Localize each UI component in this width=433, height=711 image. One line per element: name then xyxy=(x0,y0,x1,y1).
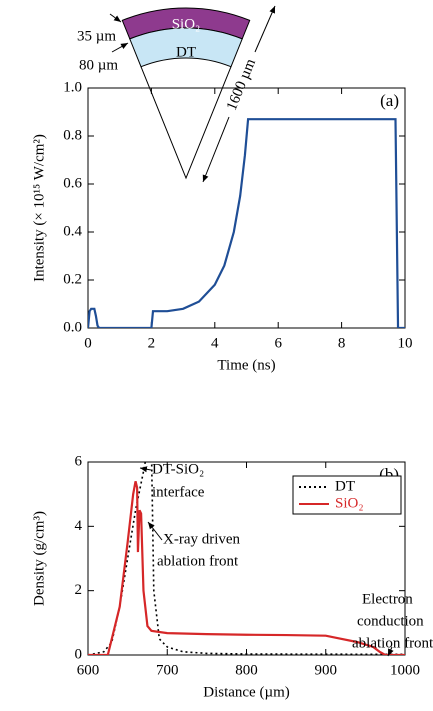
legend-label: SiO₂ xyxy=(335,495,364,511)
y-tick-label: 0 xyxy=(75,646,83,662)
y-tick-label: 0.8 xyxy=(63,127,82,143)
x-tick-label: 8 xyxy=(338,335,346,351)
y-axis-label: Density (g/cm³) xyxy=(31,511,47,606)
y-axis-label: Intensity (× 10¹⁵ W/cm²) xyxy=(31,134,47,282)
x-tick-label: 4 xyxy=(211,335,219,351)
inset-arrow xyxy=(111,42,129,53)
plot-frame xyxy=(87,87,406,329)
x-axis-label: Distance (µm) xyxy=(203,684,290,700)
annotation: X-ray driven xyxy=(163,531,241,547)
inset-label: DT xyxy=(176,44,196,60)
y-tick-label: 2 xyxy=(75,582,83,598)
y-tick-label: 0.6 xyxy=(63,175,82,191)
annotations: DT-SiO₂ interface X-ray driven ablation … xyxy=(139,461,433,657)
y-tick-label: 0.0 xyxy=(63,319,82,335)
annotation-arrow xyxy=(387,646,394,657)
x-tick-label: 700 xyxy=(156,662,179,678)
data-line xyxy=(88,481,405,655)
x-tick-label: 1000 xyxy=(390,662,420,678)
inset-arrow xyxy=(254,5,276,53)
x-tick-label: 0 xyxy=(84,335,92,351)
legend-box xyxy=(292,475,402,515)
wedge-outline xyxy=(140,66,232,180)
x-tick-label: 6 xyxy=(274,335,282,351)
x-tick-label: 800 xyxy=(235,662,258,678)
annotation-arrow xyxy=(147,521,163,541)
y-tick-label: 6 xyxy=(75,453,83,469)
y-tick-label: 4 xyxy=(75,518,83,534)
x-tick-label: 2 xyxy=(148,335,156,351)
x-tick-label: 900 xyxy=(315,662,338,678)
x-tick-label: 600 xyxy=(77,662,100,678)
y-tick-label: 0.4 xyxy=(63,223,82,239)
annotation: ablation front xyxy=(157,553,239,569)
inset-label: 35 µm xyxy=(77,28,116,44)
inset-label: SiO₂ xyxy=(172,16,201,32)
y-tick-label: 0.2 xyxy=(63,271,82,287)
panel-label: (a) xyxy=(380,91,399,110)
x-tick-label: 10 xyxy=(398,335,413,351)
dt-shell xyxy=(129,27,243,68)
y-tick-label: 1.0 xyxy=(63,79,82,95)
inset-arrow xyxy=(202,116,230,183)
inset-arrow xyxy=(109,13,122,23)
annotation: DT-SiO₂ xyxy=(152,461,204,477)
inset-label: 80 µm xyxy=(79,57,118,73)
legend-label: DT xyxy=(335,478,355,494)
annotation-arrow xyxy=(139,466,152,473)
annotation: conduction xyxy=(357,613,424,629)
annotation: ablation front xyxy=(352,635,433,651)
annotation: Electron xyxy=(362,591,413,607)
data-line xyxy=(88,118,405,328)
annotation: interface xyxy=(152,484,205,500)
x-axis-label: Time (ns) xyxy=(217,357,275,373)
